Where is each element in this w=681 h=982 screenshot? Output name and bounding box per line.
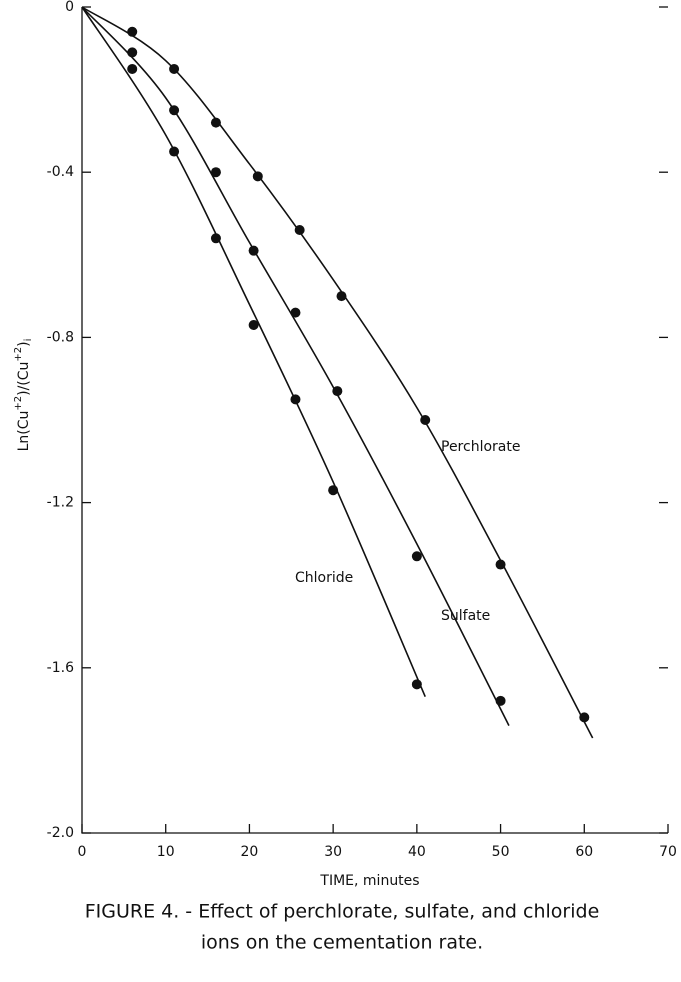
- data-point: [169, 63, 180, 74]
- series-label: Perchlorate: [441, 439, 520, 455]
- data-point: [336, 291, 347, 302]
- x-tick-label: 10: [157, 844, 175, 860]
- data-point: [495, 559, 506, 570]
- data-point: [248, 320, 259, 331]
- data-point: [210, 167, 221, 178]
- y-axis-label-part: Ln(Cu: [16, 411, 32, 452]
- data-point: [127, 26, 138, 37]
- x-tick-label: 70: [659, 844, 677, 860]
- y-tick-label: -2.0: [47, 825, 74, 841]
- data-point: [127, 63, 138, 74]
- data-point: [290, 394, 301, 405]
- data-point: [332, 386, 343, 397]
- x-axis-label: TIME, minutes: [319, 873, 419, 889]
- fit-curve: [81, 6, 510, 726]
- x-tick-label: 20: [241, 844, 259, 860]
- data-point: [290, 307, 301, 318]
- data-point: [252, 171, 263, 182]
- y-tick-label: -0.4: [47, 164, 74, 180]
- series-label: Sulfate: [441, 608, 490, 624]
- data-point: [495, 695, 506, 706]
- fit-curve: [81, 6, 594, 739]
- x-tick-label: 50: [492, 844, 510, 860]
- x-tick-label: 40: [408, 844, 426, 860]
- caption: FIGURE 4. - Effect of perchlorate, sulfa…: [85, 901, 600, 923]
- y-axis-label-part: )/(Cu: [16, 362, 32, 396]
- data-point: [127, 47, 138, 58]
- data-point: [411, 679, 422, 690]
- fit-curve: [81, 6, 426, 698]
- axis-frame: [81, 7, 668, 834]
- y-axis-label-part: i: [23, 339, 34, 342]
- y-tick-label: -0.8: [47, 329, 74, 345]
- x-tick-label: 60: [575, 844, 593, 860]
- x-tick-label: 0: [78, 844, 87, 860]
- caption: ions on the cementation rate.: [201, 932, 483, 954]
- x-tick-label: 30: [324, 844, 342, 860]
- y-axis-label-part: +2: [13, 396, 24, 411]
- y-tick-label: 0: [65, 0, 74, 15]
- y-axis-label-part: ): [16, 341, 32, 346]
- series-label: Chloride: [295, 570, 353, 586]
- data-point: [169, 146, 180, 157]
- data-point: [210, 117, 221, 128]
- data-point: [248, 245, 259, 256]
- data-point: [579, 712, 590, 723]
- y-axis-label: Ln(Cu+2)/(Cu+2)i: [13, 339, 34, 452]
- y-tick-label: -1.2: [47, 495, 74, 511]
- data-point: [169, 105, 180, 116]
- data-point: [411, 551, 422, 562]
- data-point: [210, 233, 221, 244]
- y-tick-label: -1.6: [47, 660, 74, 676]
- data-point: [420, 415, 431, 425]
- data-point: [294, 225, 305, 236]
- data-point: [328, 485, 339, 496]
- y-axis-label-part: +2: [13, 347, 24, 362]
